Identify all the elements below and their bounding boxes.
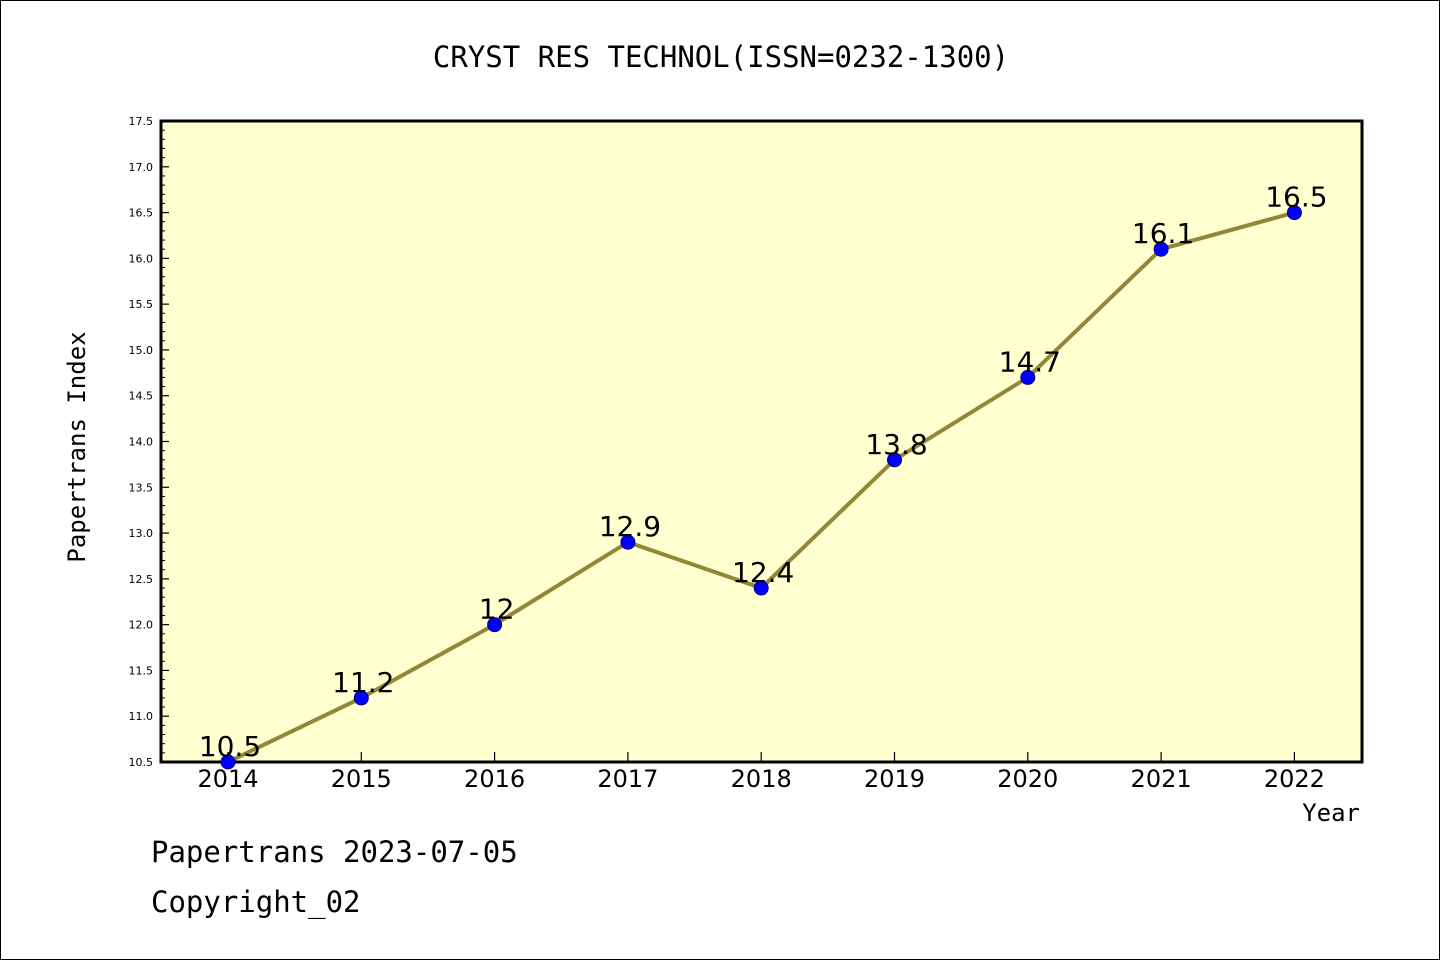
y-tick-label: 11.0 — [129, 710, 154, 723]
data-label: 12.9 — [599, 510, 661, 543]
data-point — [1020, 369, 1036, 385]
x-tick-label: 2018 — [731, 765, 792, 793]
data-point — [620, 534, 636, 550]
data-label: 13.8 — [865, 428, 927, 461]
x-tick-label: 2020 — [997, 765, 1058, 793]
data-point — [220, 754, 236, 770]
chart-title: CRYST RES TECHNOL(ISSN=0232-1300) — [433, 40, 1009, 74]
data-label: 12.4 — [732, 556, 794, 589]
footer-date: Papertrans 2023-07-05 — [151, 835, 518, 869]
data-point — [1286, 205, 1302, 221]
data-label: 12 — [479, 593, 515, 626]
plot-area — [159, 119, 1364, 764]
data-point — [353, 690, 369, 706]
x-axis: 2014 2015 2016 2017 2018 2019 2020 2021 2022 — [197, 752, 1325, 793]
x-tick-label: 2022 — [1264, 765, 1325, 793]
y-tick-label: 16.5 — [129, 207, 154, 220]
y-tick-label: 17.0 — [129, 161, 154, 174]
x-tick-label: 2015 — [331, 765, 392, 793]
data-labels: 10.5 11.2 12 12.9 12.4 13.8 14.7 16.1 16.5 — [199, 181, 1328, 763]
x-tick-label: 2017 — [597, 765, 658, 793]
y-axis-label: Papertrans Index — [63, 331, 91, 562]
x-axis-label: Year — [1302, 799, 1360, 827]
y-tick-label: 15.5 — [129, 298, 154, 311]
y-tick-label: 14.0 — [129, 436, 154, 449]
data-label: 14.7 — [999, 345, 1061, 378]
data-point — [1153, 241, 1169, 257]
y-tick-label: 13.5 — [129, 481, 154, 494]
data-label: 16.5 — [1265, 181, 1327, 214]
y-tick-label: 13.0 — [129, 527, 154, 540]
x-tick-label: 2019 — [864, 765, 925, 793]
footer-copyright: Copyright_02 — [151, 885, 361, 919]
x-tick-label: 2016 — [464, 765, 525, 793]
y-tick-label: 11.5 — [129, 664, 154, 677]
y-tick-label: 10.5 — [129, 756, 154, 769]
y-tick-label: 15.0 — [129, 344, 154, 357]
y-tick-label: 12.0 — [129, 619, 154, 632]
y-tick-label: 16.0 — [129, 252, 154, 265]
y-tick-label: 12.5 — [129, 573, 154, 586]
y-tick-label: 14.5 — [129, 390, 154, 403]
data-label: 10.5 — [199, 730, 261, 763]
x-tick-label: 2021 — [1131, 765, 1192, 793]
y-tick-label: 17.5 — [129, 115, 154, 128]
data-label: 11.2 — [332, 666, 394, 699]
x-tick-label: 2014 — [197, 765, 258, 793]
data-point — [753, 580, 769, 596]
series-line — [220, 205, 1302, 770]
y-axis: 10.5 11.0 11.5 12.0 12.5 13.0 13.5 14.0 14.5 15.0… — [129, 115, 169, 769]
data-point — [487, 617, 503, 633]
data-label: 16.1 — [1132, 217, 1194, 250]
data-point — [887, 452, 902, 468]
